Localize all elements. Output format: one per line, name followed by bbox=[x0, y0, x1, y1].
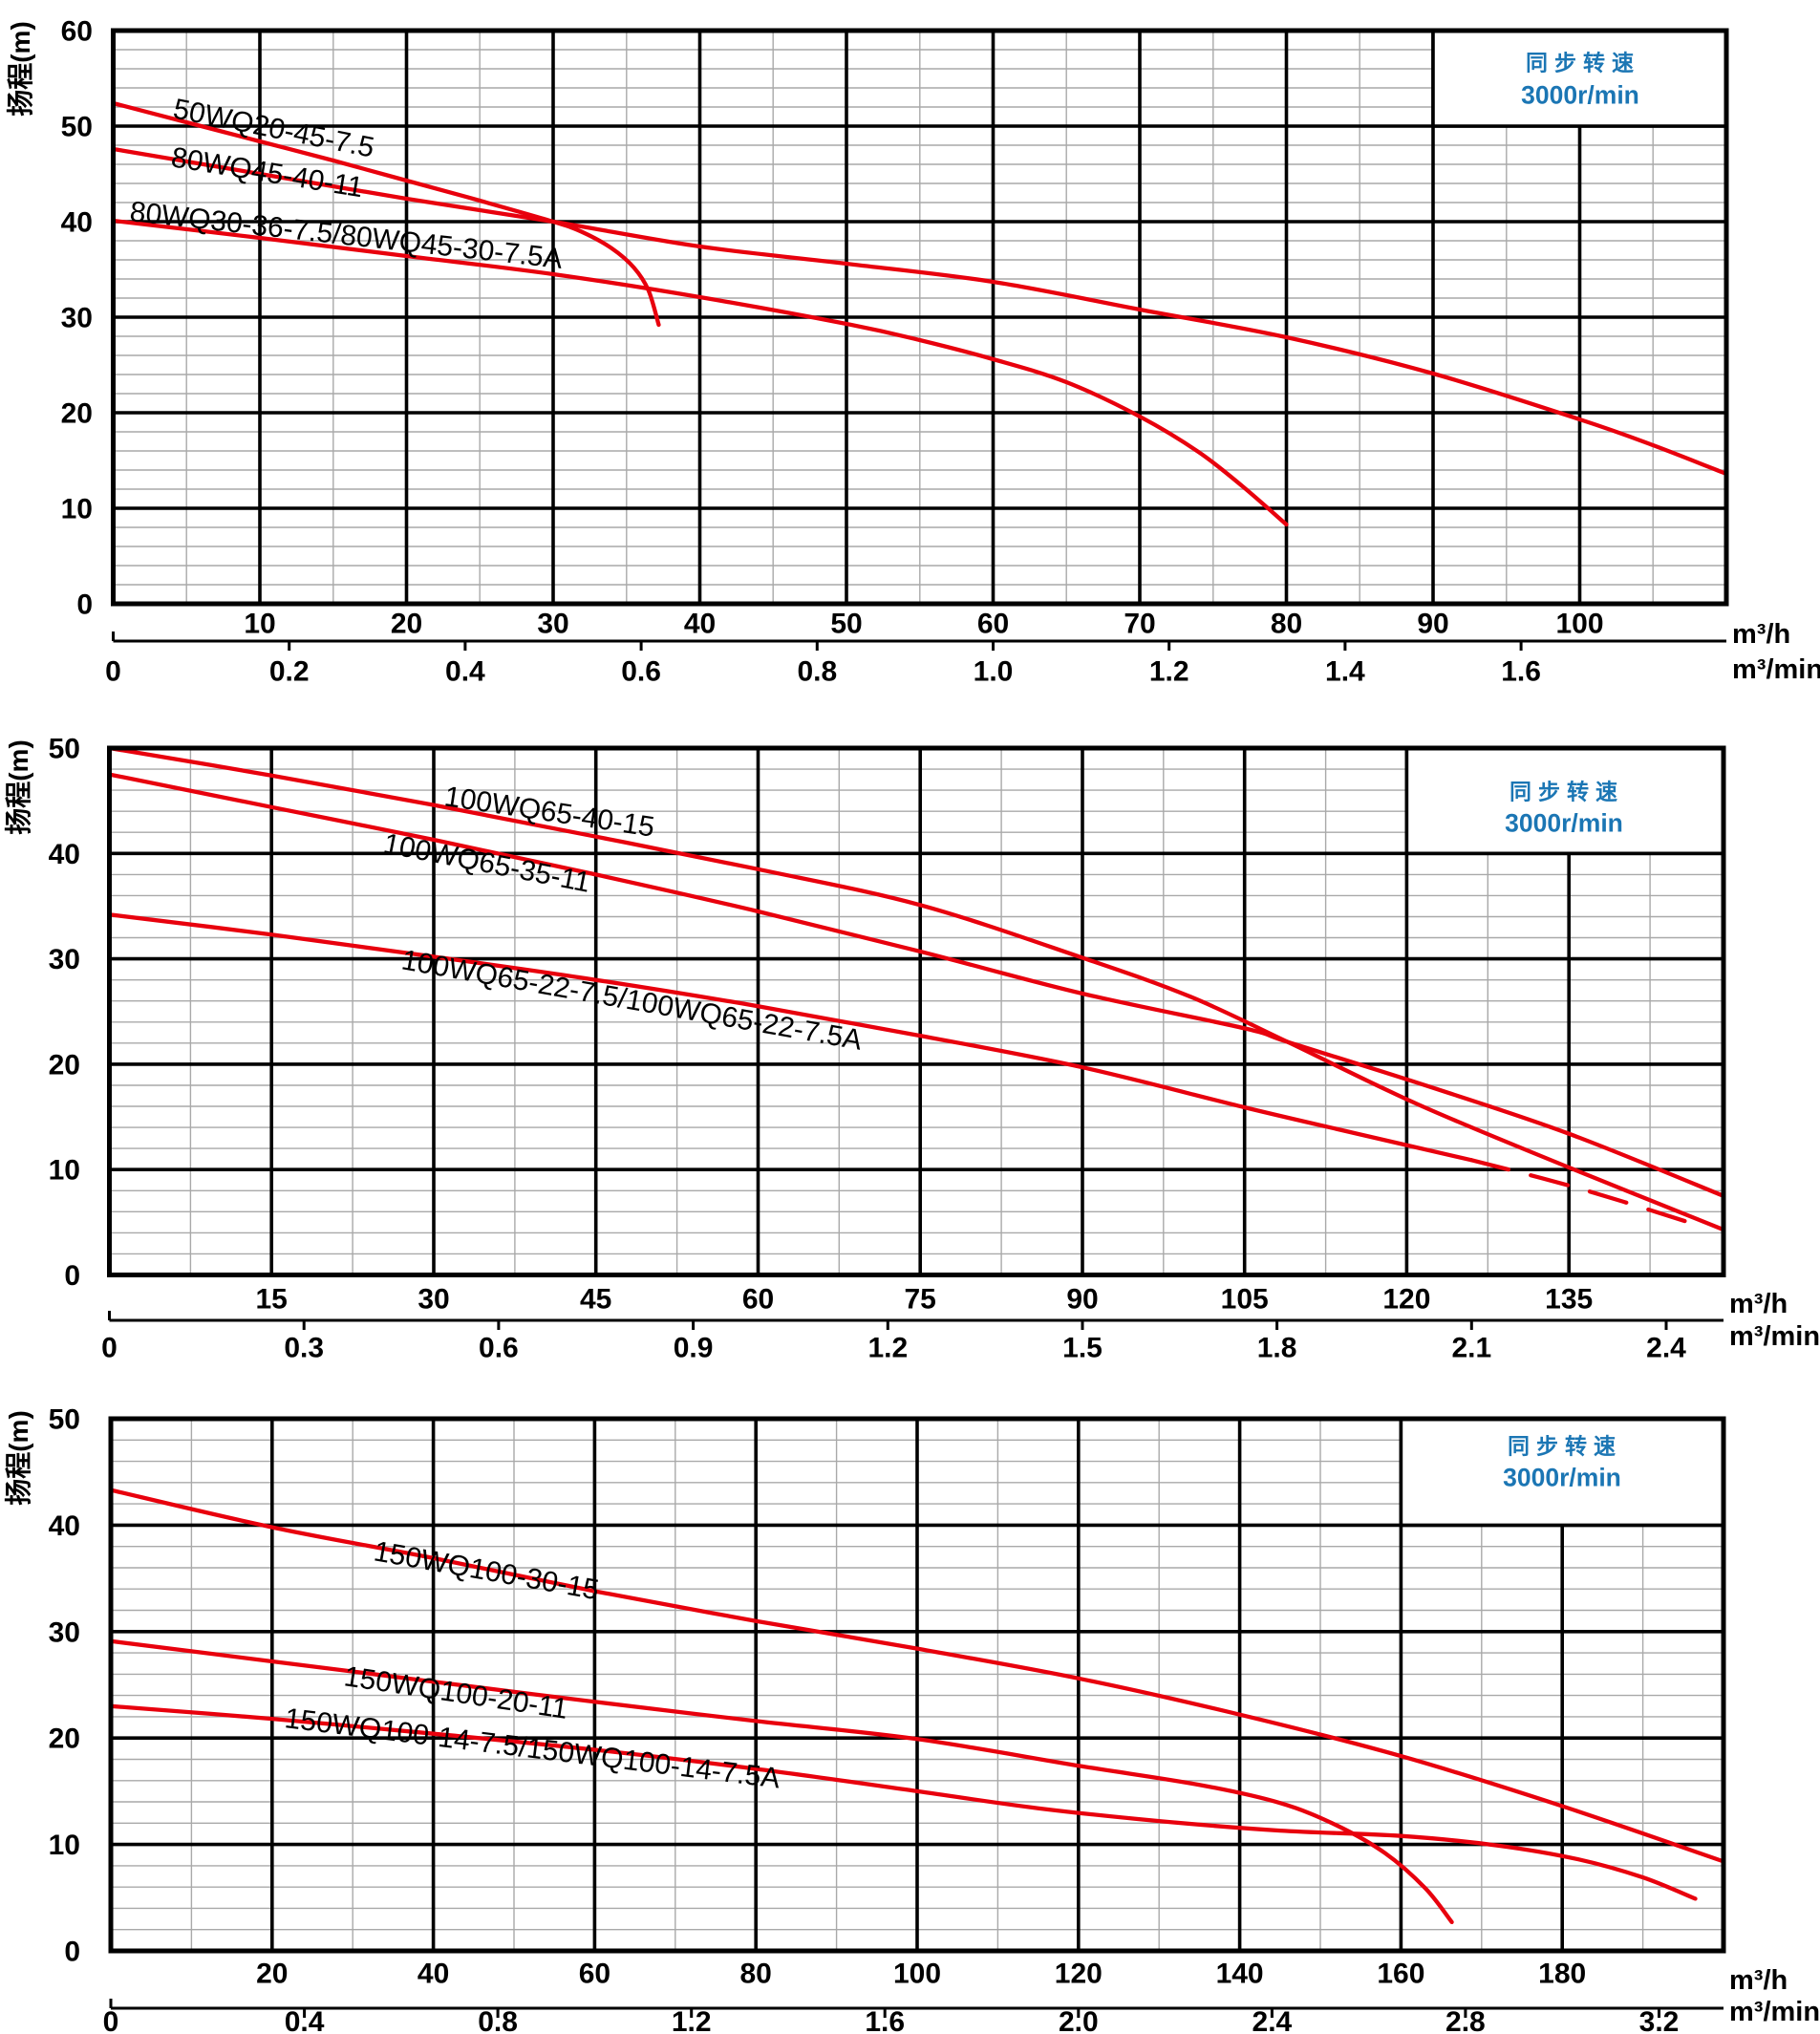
svg-text:40: 40 bbox=[49, 1510, 80, 1542]
svg-text:15: 15 bbox=[256, 1284, 288, 1316]
svg-text:90: 90 bbox=[1066, 1284, 1098, 1316]
svg-text:80: 80 bbox=[740, 1959, 772, 1990]
svg-text:1.4: 1.4 bbox=[1325, 656, 1365, 688]
svg-text:1.5: 1.5 bbox=[1062, 1333, 1103, 1364]
svg-text:0.6: 0.6 bbox=[621, 656, 661, 688]
svg-text:50: 50 bbox=[49, 734, 80, 765]
svg-text:105: 105 bbox=[1221, 1284, 1269, 1316]
svg-text:2.4: 2.4 bbox=[1646, 1333, 1686, 1364]
svg-text:0.4: 0.4 bbox=[285, 2006, 325, 2034]
svg-text:0: 0 bbox=[103, 2006, 119, 2034]
svg-text:同步转速: 同步转速 bbox=[1508, 1434, 1622, 1459]
svg-text:m³/h: m³/h bbox=[1732, 619, 1790, 650]
svg-text:50: 50 bbox=[49, 1404, 80, 1436]
svg-text:20: 20 bbox=[61, 398, 93, 430]
svg-text:0.6: 0.6 bbox=[479, 1333, 519, 1364]
svg-text:160: 160 bbox=[1377, 1959, 1424, 1990]
svg-text:180: 180 bbox=[1538, 1959, 1586, 1990]
svg-text:0.9: 0.9 bbox=[674, 1333, 714, 1364]
svg-text:30: 30 bbox=[537, 609, 568, 640]
svg-text:40: 40 bbox=[684, 609, 716, 640]
svg-text:3000r/min: 3000r/min bbox=[1503, 1464, 1621, 1492]
svg-text:0: 0 bbox=[76, 589, 93, 621]
svg-text:0: 0 bbox=[101, 1333, 118, 1364]
svg-text:75: 75 bbox=[905, 1284, 936, 1316]
svg-text:同步转速: 同步转速 bbox=[1510, 780, 1624, 804]
svg-text:0.3: 0.3 bbox=[284, 1333, 324, 1364]
svg-text:40: 40 bbox=[61, 207, 93, 239]
svg-text:2.1: 2.1 bbox=[1451, 1333, 1491, 1364]
svg-text:90: 90 bbox=[1417, 609, 1448, 640]
svg-text:60: 60 bbox=[977, 609, 1009, 640]
svg-text:10: 10 bbox=[244, 609, 275, 640]
svg-text:0: 0 bbox=[105, 656, 121, 688]
svg-text:20: 20 bbox=[49, 1724, 80, 1755]
svg-text:0.4: 0.4 bbox=[445, 656, 485, 688]
svg-text:1.8: 1.8 bbox=[1257, 1333, 1297, 1364]
svg-text:80: 80 bbox=[1271, 609, 1302, 640]
svg-text:100: 100 bbox=[1555, 609, 1603, 640]
svg-text:0: 0 bbox=[64, 1937, 80, 1968]
svg-text:2.4: 2.4 bbox=[1253, 2006, 1293, 2034]
svg-text:扬程(m): 扬程(m) bbox=[4, 739, 33, 835]
svg-text:10: 10 bbox=[61, 494, 93, 525]
svg-text:60: 60 bbox=[579, 1959, 610, 1990]
svg-text:60: 60 bbox=[61, 16, 93, 48]
svg-text:0.8: 0.8 bbox=[478, 2006, 518, 2034]
svg-text:10: 10 bbox=[49, 1830, 80, 1861]
svg-text:60: 60 bbox=[742, 1284, 774, 1316]
svg-text:扬程(m): 扬程(m) bbox=[4, 1410, 33, 1506]
svg-text:m³/h: m³/h bbox=[1729, 1289, 1788, 1319]
svg-text:m³/min: m³/min bbox=[1729, 1321, 1820, 1352]
svg-text:扬程(m): 扬程(m) bbox=[6, 21, 35, 117]
svg-text:20: 20 bbox=[391, 609, 422, 640]
svg-text:30: 30 bbox=[61, 303, 93, 334]
svg-text:120: 120 bbox=[1055, 1959, 1103, 1990]
svg-text:0: 0 bbox=[64, 1260, 80, 1292]
svg-text:m³/min: m³/min bbox=[1729, 1997, 1820, 2027]
svg-text:120: 120 bbox=[1382, 1284, 1430, 1316]
svg-text:0.2: 0.2 bbox=[269, 656, 310, 688]
svg-text:100: 100 bbox=[893, 1959, 941, 1990]
svg-text:1.6: 1.6 bbox=[1501, 656, 1541, 688]
svg-text:50: 50 bbox=[61, 112, 93, 143]
svg-text:同步转速: 同步转速 bbox=[1526, 51, 1640, 75]
svg-text:40: 40 bbox=[418, 1959, 449, 1990]
svg-text:30: 30 bbox=[418, 1284, 449, 1316]
svg-text:140: 140 bbox=[1216, 1959, 1264, 1990]
svg-text:40: 40 bbox=[49, 839, 80, 870]
svg-text:1.6: 1.6 bbox=[865, 2006, 905, 2034]
svg-text:20: 20 bbox=[49, 1049, 80, 1081]
svg-text:30: 30 bbox=[49, 1616, 80, 1648]
svg-text:2.8: 2.8 bbox=[1445, 2006, 1486, 2034]
svg-text:1.2: 1.2 bbox=[1149, 656, 1189, 688]
svg-text:1.2: 1.2 bbox=[867, 1333, 908, 1364]
svg-text:45: 45 bbox=[580, 1284, 611, 1316]
svg-text:m³/min: m³/min bbox=[1732, 654, 1820, 685]
svg-text:135: 135 bbox=[1545, 1284, 1593, 1316]
svg-text:3000r/min: 3000r/min bbox=[1505, 809, 1623, 838]
svg-text:m³/h: m³/h bbox=[1729, 1965, 1788, 1996]
svg-text:70: 70 bbox=[1124, 609, 1155, 640]
svg-text:2.0: 2.0 bbox=[1059, 2006, 1099, 2034]
svg-text:0.8: 0.8 bbox=[797, 656, 837, 688]
svg-text:1.0: 1.0 bbox=[974, 656, 1014, 688]
svg-text:10: 10 bbox=[49, 1155, 80, 1187]
svg-text:1.2: 1.2 bbox=[672, 2006, 712, 2034]
svg-text:30: 30 bbox=[49, 944, 80, 975]
svg-text:3.2: 3.2 bbox=[1639, 2006, 1680, 2034]
svg-text:20: 20 bbox=[256, 1959, 288, 1990]
svg-text:50: 50 bbox=[830, 609, 862, 640]
svg-text:3000r/min: 3000r/min bbox=[1521, 81, 1639, 110]
